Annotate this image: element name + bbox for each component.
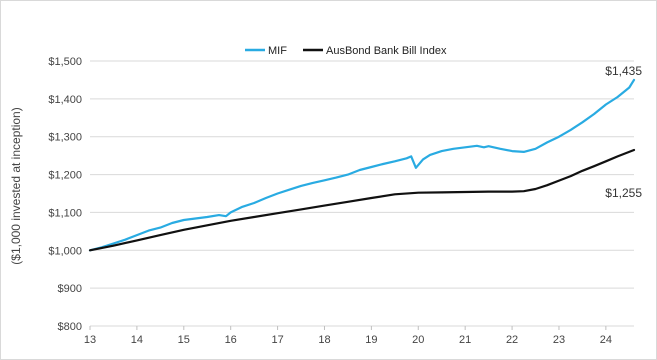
end-value-label: $1,435 — [605, 64, 642, 78]
y-tick-label: $1,300 — [48, 132, 82, 144]
x-tick-label: 21 — [459, 334, 471, 346]
y-tick-label: $1,500 — [48, 56, 82, 68]
series-line-ausbond — [88, 148, 636, 252]
legend-label: MIF — [268, 45, 287, 57]
end-value-label: $1,255 — [605, 186, 642, 200]
x-tick-label: 15 — [178, 334, 190, 346]
x-tick-label: 16 — [225, 334, 237, 346]
y-axis-ticks: $800 $900 $1,000 $1,100 $1,200 $1,300 $1,400 $1… — [48, 56, 82, 333]
x-tick-label: 24 — [600, 334, 612, 346]
x-tick-label: 19 — [365, 334, 377, 346]
y-tick-label: $1,200 — [48, 170, 82, 182]
series-line-mif — [88, 78, 636, 252]
legend-label: AusBond Bank Bill Index — [326, 45, 447, 57]
y-tick-label: $1,100 — [48, 207, 82, 219]
x-tick-label: 14 — [131, 334, 143, 346]
legend: MIF AusBond Bank Bill Index — [245, 45, 447, 57]
x-tick-label: 18 — [318, 334, 330, 346]
series-lines — [88, 78, 636, 252]
y-tick-label: $900 — [58, 283, 82, 295]
x-tick-label: 13 — [84, 334, 96, 346]
x-tick-label: 17 — [271, 334, 283, 346]
x-tick-label: 23 — [553, 334, 565, 346]
end-labels: $1,435 $1,255 — [605, 64, 642, 200]
y-tick-label: $1,400 — [48, 94, 82, 106]
x-tick-label: 22 — [506, 334, 518, 346]
gridlines — [90, 60, 634, 327]
y-tick-label: $800 — [58, 321, 82, 333]
y-axis-title: ($1,000 invested at inception) — [9, 107, 23, 264]
x-tick-label: 20 — [412, 334, 424, 346]
y-tick-label: $1,000 — [48, 245, 82, 257]
x-axis-ticks: 13 14 15 16 17 18 19 20 21 22 23 24 — [84, 326, 612, 346]
